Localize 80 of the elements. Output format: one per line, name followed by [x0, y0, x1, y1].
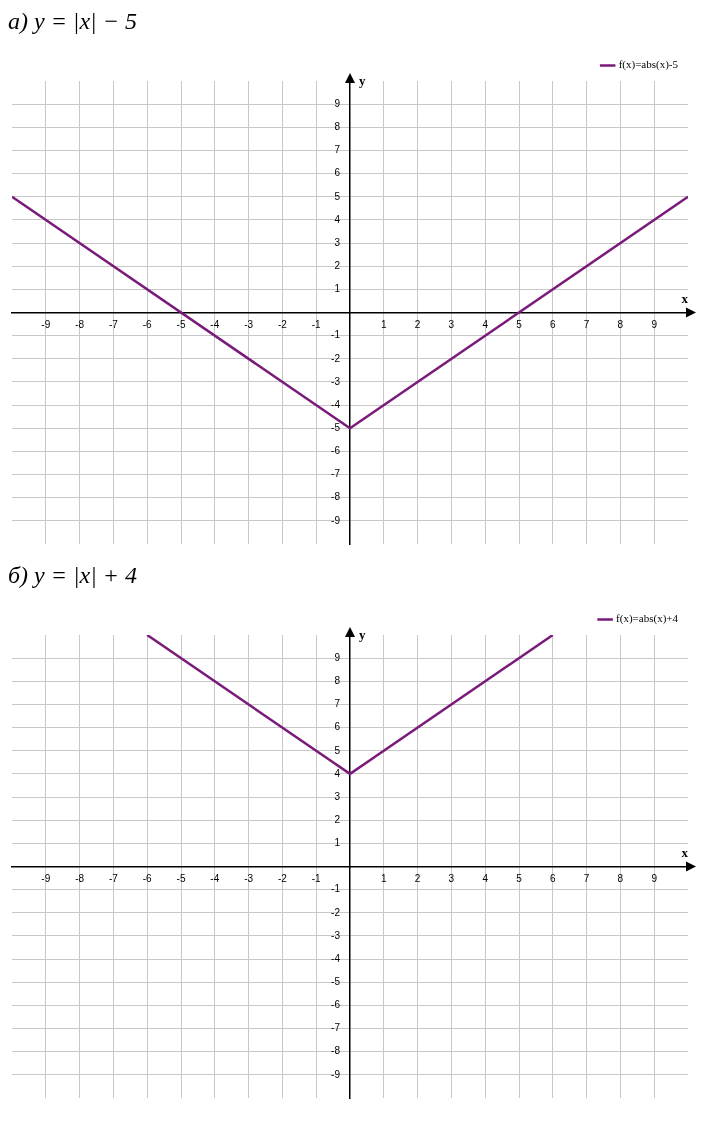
- y-tick-label: -8: [331, 1045, 350, 1057]
- x-tick-label: -7: [108, 873, 119, 885]
- y-tick-label: 6: [334, 721, 350, 733]
- x-tick-label: -1: [311, 873, 322, 885]
- y-tick-label: -7: [331, 468, 350, 480]
- x-tick-label: -2: [277, 319, 288, 331]
- chart-title: б) y = |x| + 4: [8, 562, 138, 590]
- x-tick-label: -3: [244, 319, 254, 331]
- y-tick-label: -6: [331, 445, 350, 457]
- y-tick-label: -3: [331, 929, 350, 941]
- x-tick-label: 2: [414, 873, 421, 885]
- x-tick-label: -5: [176, 319, 186, 331]
- x-tick-label: 8: [617, 873, 624, 885]
- x-axis-title: x: [681, 845, 689, 861]
- y-tick-label: -4: [331, 398, 350, 410]
- y-tick-label: 5: [334, 744, 350, 756]
- y-axis-title: y: [359, 626, 366, 642]
- y-tick-label: -8: [331, 491, 350, 503]
- y-tick-label: 2: [334, 813, 350, 825]
- x-tick-label: -1: [311, 319, 322, 331]
- x-tick-label: 4: [482, 319, 489, 331]
- x-tick-label: 5: [516, 873, 523, 885]
- x-tick-label: 7: [583, 873, 590, 885]
- y-tick-label: -5: [331, 422, 350, 433]
- x-tick-label: 1: [381, 319, 388, 331]
- y-tick-label: -6: [331, 999, 350, 1011]
- y-tick-label: 4: [334, 213, 350, 225]
- x-tick-label: -4: [210, 873, 220, 885]
- y-tick-label: 3: [334, 236, 350, 248]
- y-tick-label: -3: [331, 375, 350, 387]
- x-tick-label: 1: [381, 873, 388, 885]
- x-tick-label: 7: [583, 319, 590, 331]
- x-tick-label: -8: [75, 319, 85, 331]
- x-tick-label: 6: [550, 873, 557, 885]
- y-tick-label: -1: [331, 329, 350, 341]
- y-tick-label: 9: [334, 651, 350, 663]
- y-tick-label: 4: [334, 767, 350, 779]
- y-tick-label: 5: [334, 190, 350, 202]
- legend-label: f(x)=abs(x)-5: [618, 58, 679, 72]
- y-tick-label: 1: [334, 837, 350, 849]
- x-tick-label: -5: [176, 873, 186, 885]
- y-tick-label: 8: [334, 675, 350, 687]
- x-tick-label: 8: [617, 319, 624, 331]
- y-tick-label: -7: [331, 1022, 350, 1034]
- y-tick-label: 2: [334, 259, 350, 271]
- legend-label: f(x)=abs(x)+4: [616, 612, 679, 626]
- y-tick-label: 7: [334, 144, 350, 156]
- chart-title: а) y = |x| − 5: [8, 8, 138, 36]
- x-tick-label: 9: [651, 319, 658, 331]
- x-tick-label: 3: [448, 873, 455, 885]
- x-tick-label: -9: [41, 319, 51, 331]
- y-tick-label: 8: [334, 121, 350, 133]
- y-tick-label: -5: [331, 976, 350, 987]
- x-tick-label: 9: [651, 873, 658, 885]
- y-tick-label: 6: [334, 167, 350, 179]
- y-tick-label: 9: [334, 97, 350, 109]
- x-tick-label: -4: [210, 319, 220, 331]
- y-tick-label: 7: [334, 698, 350, 710]
- x-tick-label: 5: [516, 319, 523, 331]
- x-tick-label: -3: [244, 873, 254, 885]
- x-tick-label: -6: [142, 319, 153, 331]
- y-tick-label: -2: [331, 906, 350, 918]
- x-tick-label: -9: [41, 873, 51, 885]
- y-tick-label: -2: [331, 352, 350, 364]
- x-tick-label: 4: [482, 873, 489, 885]
- y-tick-label: -9: [331, 514, 350, 526]
- x-tick-label: -6: [142, 873, 153, 885]
- x-tick-label: -7: [108, 319, 119, 331]
- y-tick-label: -4: [331, 952, 350, 964]
- x-tick-label: -8: [75, 873, 85, 885]
- x-tick-label: 3: [448, 319, 455, 331]
- y-tick-label: 1: [334, 283, 350, 295]
- x-tick-label: 2: [414, 319, 421, 331]
- y-tick-label: -9: [331, 1068, 350, 1080]
- x-tick-label: 6: [550, 319, 557, 331]
- y-axis-title: y: [359, 72, 366, 88]
- y-tick-label: 3: [334, 790, 350, 802]
- x-axis-title: x: [681, 291, 689, 307]
- x-tick-label: -2: [277, 873, 288, 885]
- y-tick-label: -1: [331, 883, 350, 895]
